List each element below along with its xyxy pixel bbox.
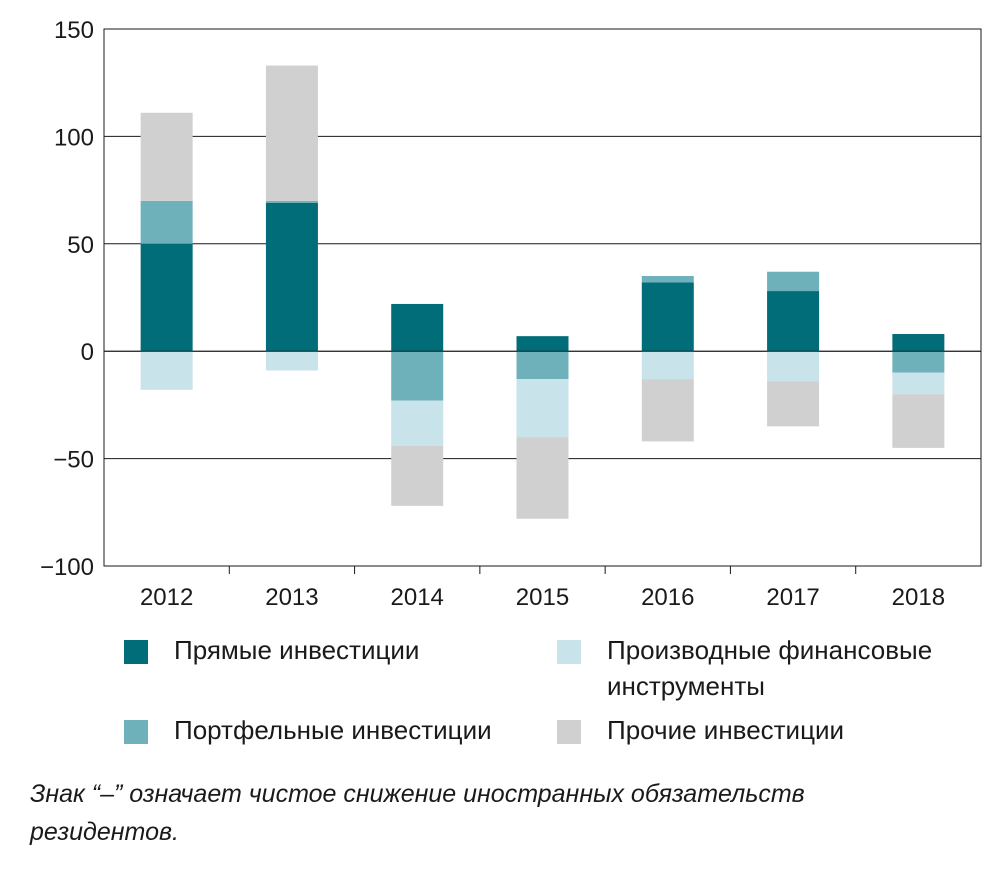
bar-segment-4: [140, 112, 193, 201]
legend-item-portfolio-investment: Портфельные инвестиции: [124, 715, 544, 748]
bar-segment-3: [641, 351, 694, 380]
bar-segment-1: [265, 202, 318, 352]
bar-segment-3: [391, 400, 444, 446]
legend-swatch-derivatives: [557, 640, 581, 664]
stacked-bar-chart: −100 −50 0 50 100 150 2012 2013 2014 2015 2016 2017…: [40, 17, 982, 611]
legend-label-portfolio-investment: Портфельные инвестиции: [174, 715, 492, 745]
y-tick-label: 150: [54, 17, 94, 44]
x-tick-label: 2017: [766, 584, 819, 611]
bar-segment-1: [767, 291, 820, 352]
bar-segment-3: [767, 351, 820, 382]
y-tick-label: 0: [81, 339, 94, 366]
bar-segment-2: [516, 351, 569, 380]
bar-segment-4: [391, 445, 444, 506]
y-tick-label: 100: [54, 124, 94, 151]
legend-item-direct-investment: Прямые инвестиции: [124, 635, 504, 668]
bar-segment-2: [641, 276, 694, 283]
bar-segment-1: [391, 303, 444, 352]
x-tick-label: 2015: [516, 584, 569, 611]
bar-segment-3: [140, 351, 193, 390]
bar-segment-1: [641, 282, 694, 352]
bar-segment-1: [140, 243, 193, 352]
bar-segment-4: [265, 65, 318, 201]
chart-footnote: Знак “–” означает чистое снижение иностр…: [30, 780, 805, 846]
bar-segment-3: [516, 379, 569, 438]
bar-segment-3: [265, 351, 318, 371]
bar-segment-4: [641, 379, 694, 442]
legend-label-direct-investment: Прямые инвестиции: [174, 635, 420, 665]
x-tick-label: 2012: [140, 584, 193, 611]
y-tick-label: 50: [67, 232, 94, 259]
bar-segment-1: [516, 336, 569, 352]
legend-item-derivatives: Производные финансовые инструменты: [557, 635, 977, 704]
bar-segment-3: [892, 372, 945, 395]
bars: [140, 65, 945, 519]
legend-swatch-portfolio-investment: [124, 720, 148, 744]
plot-frame: [103, 28, 982, 567]
axes: −100 −50 0 50 100 150 2012 2013 2014 2015 2016 2017…: [40, 17, 982, 611]
legend-swatch-other-investment: [557, 720, 581, 744]
bar-segment-2: [892, 351, 945, 373]
bar-segment-4: [516, 437, 569, 519]
bar-segment-4: [767, 381, 820, 427]
legend-label-derivatives: Производные финансовые инструменты: [607, 635, 933, 701]
bar-segment-2: [265, 200, 318, 203]
legend-swatch-direct-investment: [124, 640, 148, 664]
legend-label-other-investment: Прочие инвестиции: [607, 715, 845, 745]
x-tick-label: 2014: [391, 584, 444, 611]
bar-segment-4: [892, 394, 945, 448]
legend-item-other-investment: Прочие инвестиции: [557, 715, 957, 748]
y-tick-label: −50: [53, 447, 94, 474]
y-tick-label: −100: [40, 554, 94, 581]
bar-segment-2: [140, 200, 193, 244]
bar-segment-2: [767, 271, 820, 292]
x-tick-label: 2018: [892, 584, 945, 611]
x-tick-label: 2016: [641, 584, 694, 611]
x-tick-label: 2013: [265, 584, 318, 611]
bar-segment-1: [892, 334, 945, 352]
bar-segment-2: [391, 351, 444, 401]
